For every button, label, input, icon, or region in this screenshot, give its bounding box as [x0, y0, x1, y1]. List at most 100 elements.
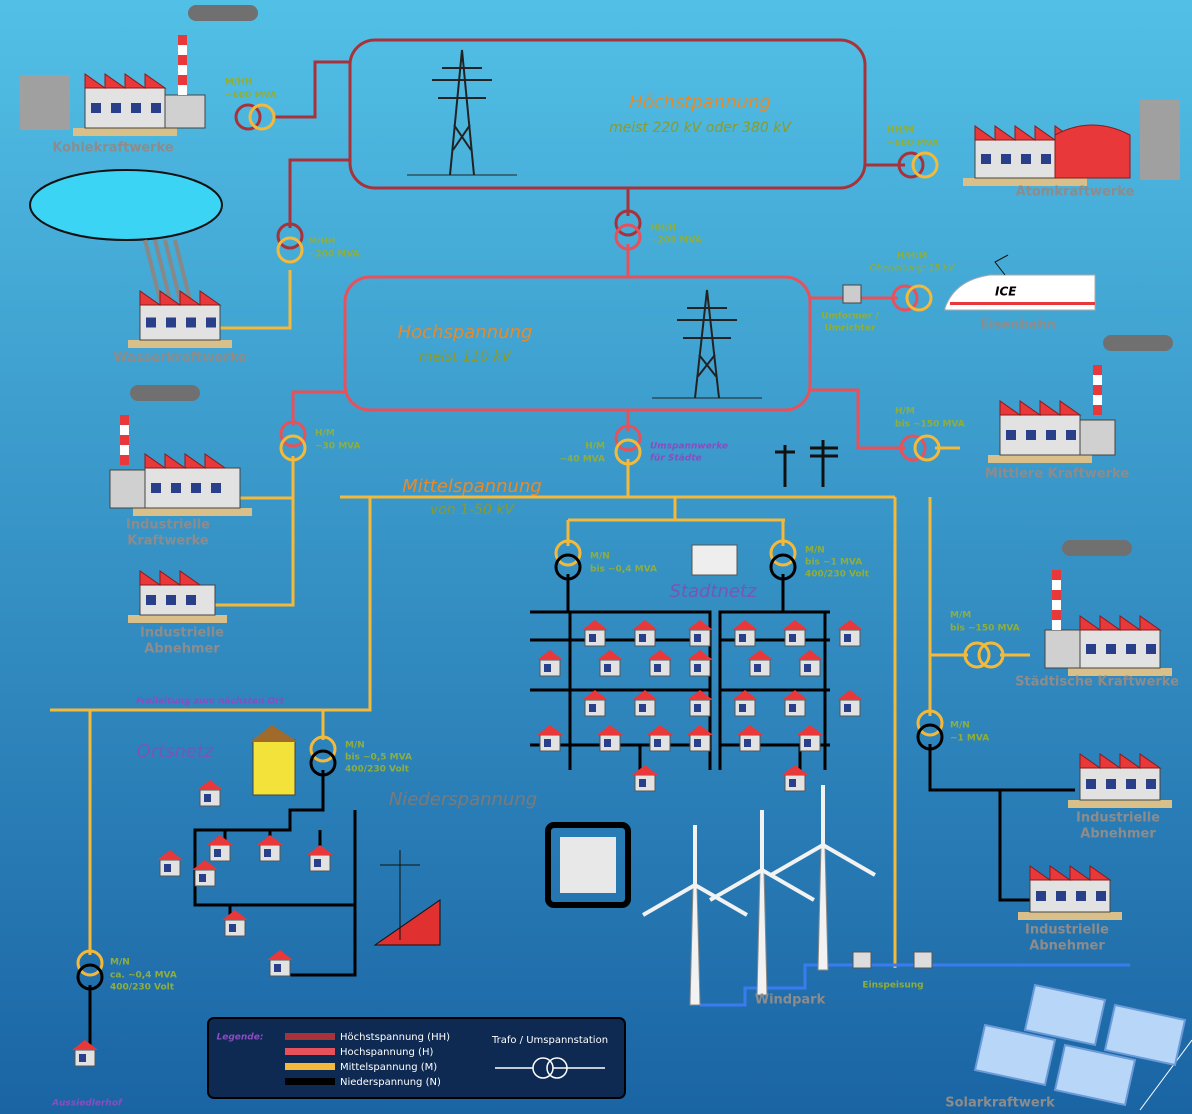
- window: [1106, 644, 1116, 654]
- window: [754, 664, 761, 672]
- window: [1021, 154, 1031, 164]
- window: [1056, 891, 1066, 901]
- window: [844, 704, 851, 712]
- chimney: [1052, 590, 1061, 600]
- window: [1036, 891, 1046, 901]
- chimney: [178, 35, 187, 45]
- device: [692, 545, 737, 575]
- label: ~200 MVA: [308, 250, 360, 260]
- window: [789, 704, 796, 712]
- label: Ortsnetz: [137, 741, 215, 762]
- window: [111, 103, 121, 113]
- label: Aussiedlerhof: [51, 1099, 123, 1109]
- window: [789, 634, 796, 642]
- label: Abnehmer: [1029, 939, 1105, 954]
- window: [744, 739, 751, 747]
- label: Freileitung zum nächsten Ort: [136, 697, 285, 707]
- legend-swatch: [285, 1033, 335, 1040]
- chimney: [1093, 405, 1102, 415]
- label: Umspannwerke: [650, 442, 728, 452]
- chimney: [1093, 365, 1102, 375]
- label: Abnehmer: [1080, 827, 1156, 842]
- chimney: [120, 425, 129, 435]
- window: [694, 704, 701, 712]
- chimney: [120, 445, 129, 455]
- window: [654, 739, 661, 747]
- label: Hochspannung: [398, 322, 533, 343]
- window: [981, 154, 991, 164]
- label: Niederspannung: [389, 789, 537, 810]
- building: [1080, 420, 1115, 455]
- window: [1041, 154, 1051, 164]
- window: [654, 664, 661, 672]
- window: [694, 664, 701, 672]
- window: [789, 779, 796, 787]
- window: [274, 964, 281, 972]
- label: 400/230 Volt: [345, 765, 410, 775]
- window: [211, 483, 221, 493]
- window: [1096, 891, 1106, 901]
- label: Industrielle: [140, 626, 224, 641]
- label: Kohlekraftwerke: [52, 141, 174, 156]
- label: M/HH: [308, 237, 335, 247]
- label: Umformer /: [821, 312, 879, 322]
- window: [804, 664, 811, 672]
- chimney: [120, 455, 129, 465]
- window: [1066, 430, 1076, 440]
- window: [1146, 644, 1156, 654]
- window: [146, 595, 156, 605]
- window: [804, 739, 811, 747]
- window: [694, 739, 701, 747]
- feed-box: [914, 952, 932, 968]
- label: ICE: [995, 285, 1017, 299]
- diagram: Höchstpannungmeist 220 kV oder 380 kVHoc…: [0, 0, 1192, 1114]
- label: M/N: [805, 546, 825, 556]
- label: Mittelspannung: [402, 476, 542, 497]
- window: [151, 483, 161, 493]
- window: [1126, 779, 1136, 789]
- factory-base: [128, 615, 227, 623]
- factory-base: [73, 128, 177, 136]
- label: Solarkraftwerk: [945, 1096, 1055, 1111]
- label: Höchstpannung: [629, 92, 771, 113]
- label: bis ~0,4 MVA: [590, 565, 657, 575]
- window: [544, 739, 551, 747]
- label: Industrielle: [126, 518, 210, 533]
- window: [166, 318, 176, 328]
- label: Einspeisung: [862, 981, 923, 991]
- window: [1006, 430, 1016, 440]
- chimney: [120, 435, 129, 445]
- window: [214, 849, 221, 857]
- window: [206, 318, 216, 328]
- label: meist 110 kV: [419, 349, 513, 365]
- label: H/H/M: [897, 252, 928, 262]
- window: [739, 704, 746, 712]
- window: [229, 924, 236, 932]
- label: Stadtnetz: [670, 581, 758, 602]
- window: [1026, 430, 1036, 440]
- window: [264, 849, 271, 857]
- label: Niederspannung (N): [340, 1077, 441, 1088]
- legend-swatch: [285, 1048, 335, 1055]
- label: Atomkraftwerke: [1016, 185, 1135, 200]
- cooling: [20, 75, 70, 130]
- window: [1086, 779, 1096, 789]
- window: [131, 103, 141, 113]
- window: [739, 634, 746, 642]
- window: [1001, 154, 1011, 164]
- window: [1146, 779, 1156, 789]
- building: [1045, 630, 1080, 668]
- label: HH/M: [887, 126, 914, 136]
- label: Umrichter: [825, 324, 876, 334]
- label: ~600 MVA: [225, 91, 277, 101]
- page: Höchstpannungmeist 220 kV oder 380 kVHoc…: [0, 0, 1192, 1114]
- reservoir: [30, 170, 222, 240]
- window: [1076, 891, 1086, 901]
- window: [166, 595, 176, 605]
- smoke: [188, 5, 258, 21]
- label: 400/230 Volt: [110, 983, 175, 993]
- chimney: [1052, 610, 1061, 620]
- window: [314, 859, 321, 867]
- window: [639, 779, 646, 787]
- window: [204, 794, 211, 802]
